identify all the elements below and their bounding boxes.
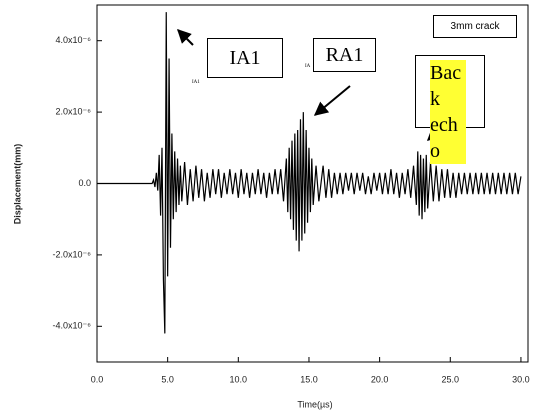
line: [97, 12, 522, 334]
annotation: IA1: [192, 80, 200, 85]
y-tick-label: 0.0: [78, 178, 91, 188]
y-tick-label: -2.0x10⁻⁶: [53, 249, 92, 259]
x-tick-label: 30.0: [512, 374, 530, 384]
annotation-box: Back echo: [415, 55, 485, 164]
y-axis-label: Displacement(mm): [12, 144, 22, 225]
arrow: [313, 85, 351, 116]
x-tick-label: 0.0: [91, 374, 104, 384]
y-tick-label: 2.0x10⁻⁶: [56, 106, 92, 116]
annotation: 3mm crack: [433, 15, 517, 38]
x-tick-label: 15.0: [300, 374, 318, 384]
annotation: IA: [305, 64, 311, 69]
x-axis-label: Time(µs): [297, 399, 332, 409]
arrow: [177, 29, 194, 46]
annotation: Back echo: [430, 60, 466, 164]
x-tick-label: 20.0: [371, 374, 389, 384]
x-tick-label: 5.0: [161, 374, 174, 384]
annotation: IA1: [207, 38, 283, 78]
x-tick-label: 25.0: [442, 374, 460, 384]
y-tick-label: -4.0x10⁻⁶: [53, 321, 92, 331]
annotation: RA1: [313, 38, 376, 72]
y-tick-label: 4.0x10⁻⁶: [56, 35, 92, 45]
x-tick-label: 10.0: [230, 374, 248, 384]
